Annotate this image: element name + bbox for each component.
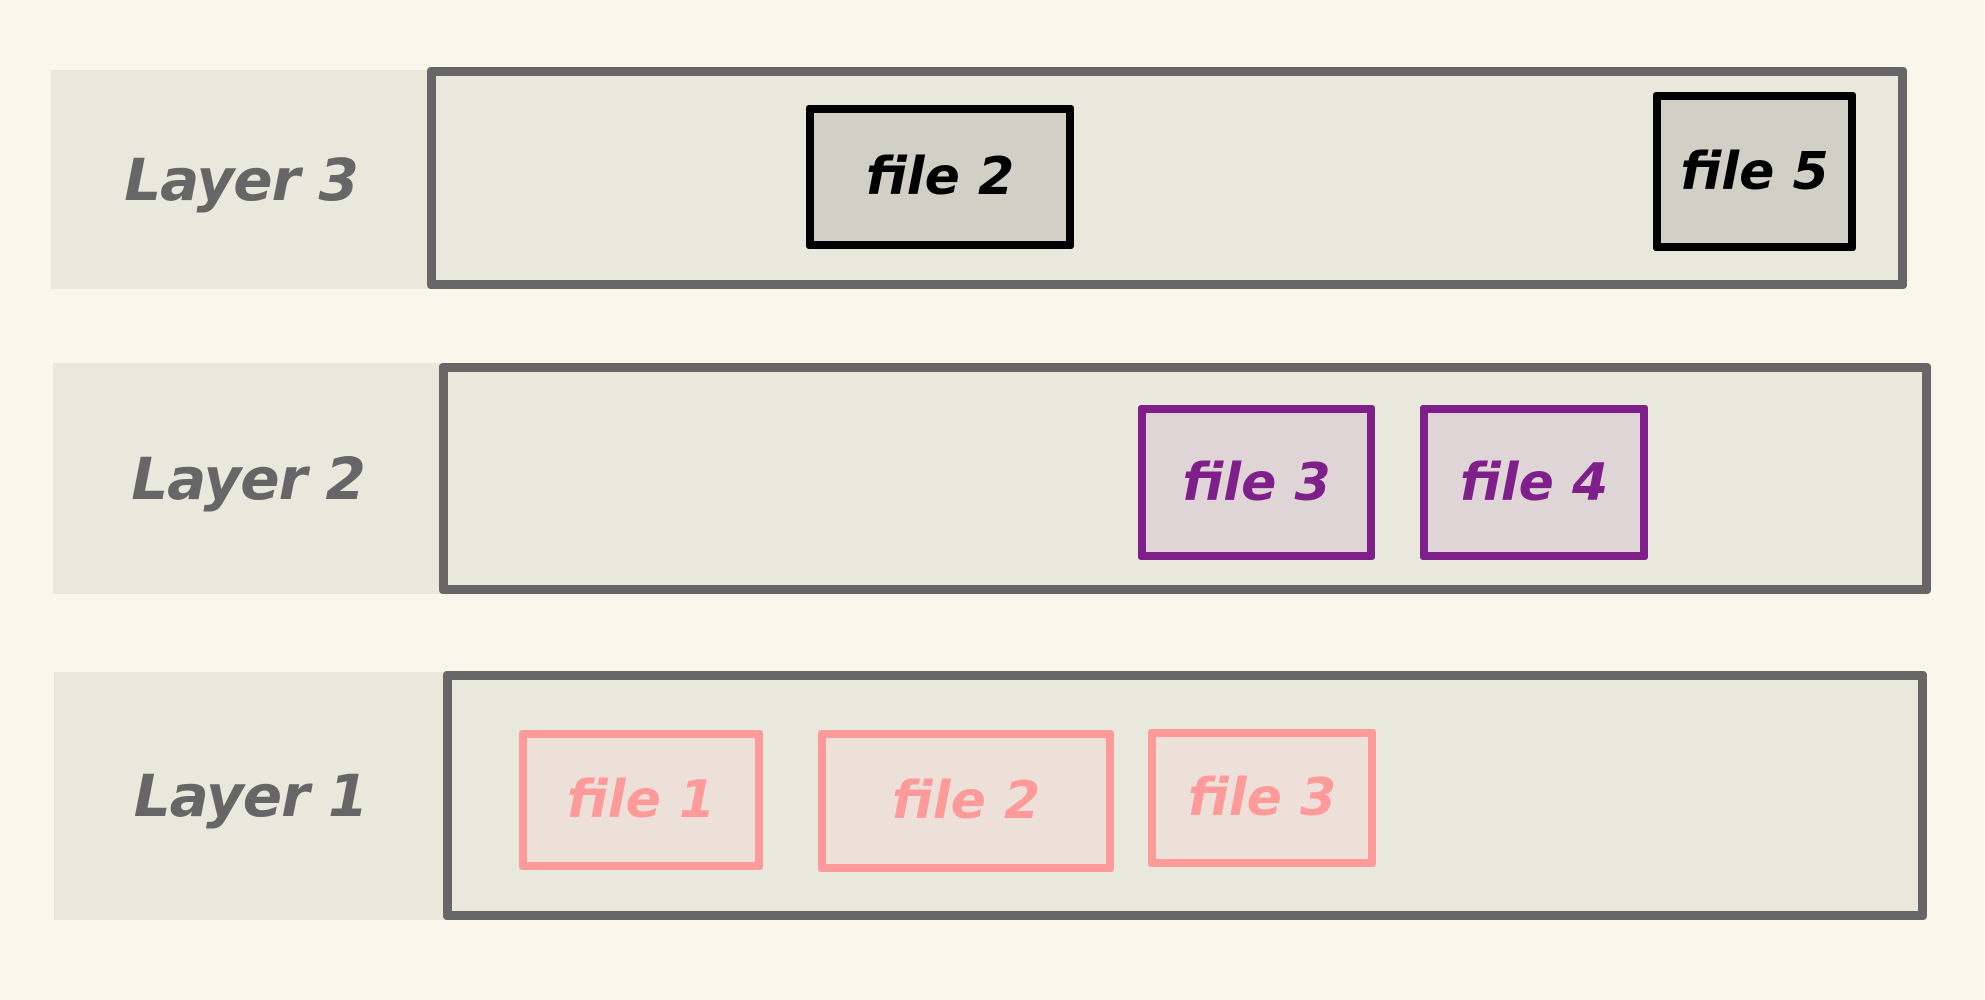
file-label: file 3 [1187, 768, 1337, 828]
layer-label-text: Layer 3 [124, 145, 359, 214]
layer-2-file-4: file 4 [1420, 405, 1648, 560]
layer-1-file-2: file 2 [818, 730, 1114, 872]
layer-2-file-3: file 3 [1138, 405, 1375, 560]
file-label: file 4 [1459, 452, 1609, 513]
layer-2-label: Layer 2 [53, 363, 443, 594]
layer-3-file-2: file 2 [806, 105, 1074, 249]
file-label: file 3 [1182, 452, 1331, 513]
layer-1-file-3: file 3 [1148, 729, 1376, 867]
layer-label-text: Layer 2 [131, 444, 366, 513]
layer-1-label: Layer 1 [54, 672, 447, 920]
layer-label-text: Layer 1 [133, 762, 369, 830]
file-label: file 2 [891, 771, 1041, 831]
layer-3-file-5: file 5 [1653, 92, 1856, 251]
file-label: file 5 [1680, 141, 1829, 202]
file-label: file 1 [566, 770, 716, 830]
layer-1-file-1: file 1 [519, 730, 763, 870]
file-label: file 2 [865, 147, 1015, 207]
layer-3-label: Layer 3 [51, 70, 431, 289]
